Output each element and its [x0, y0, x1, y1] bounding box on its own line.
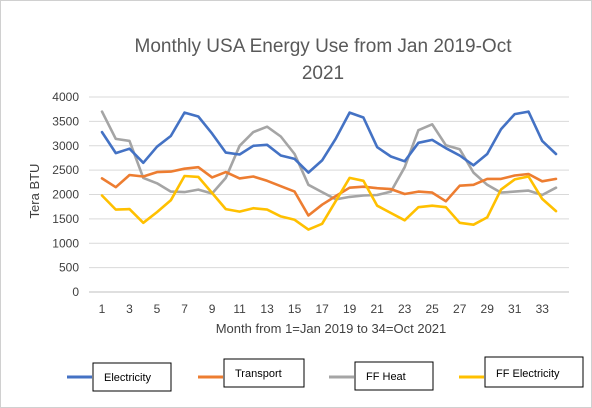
x-axis-label: Month from 1=Jan 2019 to 34=Oct 2021 — [216, 321, 447, 336]
x-tick-label: 33 — [536, 302, 550, 316]
x-tick-label: 13 — [260, 302, 274, 316]
x-tick-label: 27 — [453, 302, 467, 316]
legend: Electricity Transport FF Heat FF Electricit… — [67, 356, 584, 392]
legend-label: FF Heat — [366, 371, 406, 383]
y-tick-label: 2500 — [52, 163, 79, 177]
x-tick-label: 11 — [233, 302, 246, 316]
legend-label: Transport — [235, 368, 282, 380]
y-tick-label: 4000 — [52, 90, 79, 104]
legend-item-transport: Transport — [198, 358, 305, 388]
y-tick-label: 500 — [59, 261, 79, 275]
x-axis-ticks: 1 3 5 7 9 11 13 15 17 19 21 23 25 27 29 31 33 — [99, 302, 550, 316]
y-tick-label: 3000 — [52, 139, 79, 153]
series-line-transport — [100, 165, 558, 217]
x-tick-label: 9 — [209, 302, 216, 316]
x-tick-label: 1 — [99, 302, 106, 316]
legend-label-box — [92, 362, 172, 392]
series-line-ff-heat — [100, 110, 558, 201]
x-tick-label: 31 — [508, 302, 522, 316]
y-axis-ticks: 0 500 1000 1500 2000 2500 3000 3500 4000 — [52, 90, 79, 299]
legend-item-electricity: Electricity — [67, 362, 172, 392]
chart-title-line-2: 2021 — [302, 63, 344, 84]
legend-label-box — [223, 358, 305, 388]
x-tick-label: 17 — [315, 302, 329, 316]
x-tick-label: 5 — [154, 302, 161, 316]
series-line-ff-electricity — [100, 174, 558, 231]
y-axis-label: Tera BTU — [27, 164, 42, 219]
x-tick-label: 15 — [288, 302, 302, 316]
legend-label-box — [484, 356, 584, 388]
chart-title-line-1: Monthly USA Energy Use from Jan 2019-Oct — [135, 36, 513, 57]
legend-label-box — [354, 361, 434, 391]
legend-label: Electricity — [104, 372, 152, 384]
legend-item-ff-heat: FF Heat — [329, 361, 434, 391]
y-tick-label: 3500 — [52, 114, 79, 128]
series-lines — [100, 110, 558, 231]
x-tick-label: 25 — [426, 302, 440, 316]
x-tick-label: 23 — [398, 302, 412, 316]
y-tick-label: 1000 — [52, 236, 79, 250]
x-tick-label: 3 — [126, 302, 133, 316]
x-tick-label: 7 — [181, 302, 188, 316]
series-line-electricity — [100, 110, 558, 174]
y-tick-label: 0 — [72, 285, 79, 299]
x-tick-label: 21 — [370, 302, 384, 316]
x-tick-label: 29 — [481, 302, 495, 316]
y-tick-label: 1500 — [52, 212, 79, 226]
x-tick-label: 19 — [343, 302, 357, 316]
y-tick-label: 2000 — [52, 188, 79, 202]
legend-item-ff-electricity: FF Electricity — [459, 356, 584, 388]
legend-label: FF Electricity — [496, 368, 560, 380]
